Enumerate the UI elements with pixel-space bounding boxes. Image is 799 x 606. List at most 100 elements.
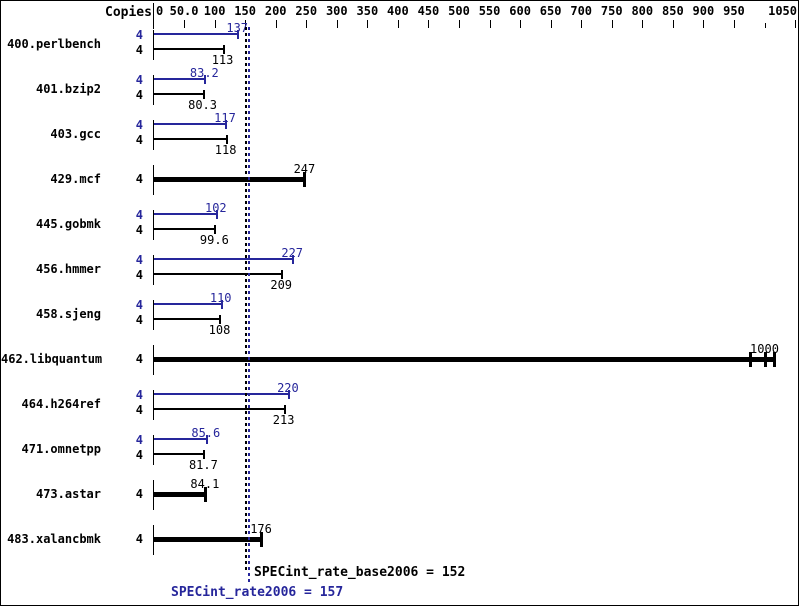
base-value-label: 113 <box>211 53 234 67</box>
axis-tick-label: 0 <box>156 4 164 18</box>
copies-value-base: 4 <box>135 88 143 102</box>
axis-tick <box>703 20 704 28</box>
merged-bar-end-marker <box>204 487 207 502</box>
copies-value-base: 4 <box>135 268 143 282</box>
copies-value-base: 4 <box>135 133 143 147</box>
peak-value-label: 117 <box>214 111 236 125</box>
peak-value-label: 220 <box>277 381 299 395</box>
base-result-label: SPECint_rate_base2006 = 152 <box>254 565 466 580</box>
x-axis: 0 50.0 100 150 200 250 300 350 400 450 500 550 600 65… <box>1 1 798 31</box>
copies-value-peak: 4 <box>135 208 143 222</box>
base-bar <box>154 93 203 95</box>
base-bar-end-marker <box>214 225 216 234</box>
base-bar <box>154 408 284 410</box>
axis-tick-label: 300 <box>325 4 348 18</box>
axis-tick <box>459 20 460 28</box>
axis-tick-label: 50.0 <box>169 4 199 18</box>
base-bar-end-marker <box>219 315 221 324</box>
row-baseline-tick <box>153 210 154 240</box>
peak-reference-line <box>248 27 250 584</box>
benchmark-label: 429.mcf <box>50 172 101 186</box>
copies-value-base: 4 <box>135 223 143 237</box>
benchmark-label: 401.bzip2 <box>35 82 101 96</box>
row-baseline-tick <box>153 165 154 195</box>
peak-bar-end-marker <box>288 390 290 399</box>
base-bar-end-marker <box>281 270 283 279</box>
merged-bar-end-marker <box>303 172 306 187</box>
copies-value-peak: 4 <box>135 433 143 447</box>
row-baseline-tick <box>153 345 154 375</box>
axis-tick-label: 250 <box>295 4 318 18</box>
base-value-label: 99.6 <box>199 233 229 247</box>
base-value-label: 176 <box>250 522 272 536</box>
base-bar-end-marker <box>203 90 205 99</box>
merged-bar-end-marker <box>773 352 776 367</box>
peak-bar-end-marker <box>292 255 294 264</box>
copies-value-base: 4 <box>135 43 143 57</box>
base-value-label: 108 <box>208 323 231 337</box>
peak-bar <box>154 258 293 260</box>
base-reference-line <box>245 27 247 573</box>
axis-tick-label: 750 <box>600 4 623 18</box>
peak-bar <box>154 303 221 305</box>
copies-value-base: 4 <box>135 313 143 327</box>
peak-bar-end-marker <box>206 435 208 444</box>
axis-tick <box>520 20 521 28</box>
copies-column-header: Copies <box>105 5 152 20</box>
base-bar <box>154 48 223 50</box>
copies-value-peak: 4 <box>135 118 143 132</box>
benchmark-label: 403.gcc <box>50 127 101 141</box>
axis-tick-label: 200 <box>264 4 287 18</box>
benchmark-row: 403.gcc 4 4 117 118 <box>1 111 798 158</box>
copies-value: 4 <box>135 352 143 366</box>
axis-tick-label: 600 <box>509 4 531 18</box>
copies-value-peak: 4 <box>135 28 143 42</box>
axis-tick <box>734 20 735 28</box>
axis-tick <box>581 20 582 28</box>
row-baseline-tick <box>153 255 154 285</box>
row-baseline-tick <box>153 525 154 555</box>
copies-value: 4 <box>135 487 143 501</box>
merged-bar <box>154 492 205 497</box>
base-value-label: 118 <box>214 143 237 157</box>
row-baseline-tick <box>153 120 154 150</box>
base-bar <box>154 138 226 140</box>
row-baseline-tick <box>153 75 154 105</box>
base-bar <box>154 273 282 275</box>
peak-value-label: 137 <box>226 21 249 35</box>
row-baseline-tick <box>153 390 154 420</box>
base-value-label: 1000 <box>750 342 779 356</box>
axis-tick <box>276 20 277 28</box>
copies-value-peak: 4 <box>135 253 143 267</box>
benchmark-label: 400.perlbench <box>7 37 101 51</box>
benchmark-label: 456.hmmer <box>35 262 101 276</box>
benchmark-row: 473.astar 4 84.1 <box>1 473 798 518</box>
copies-value-base: 4 <box>135 403 143 417</box>
copies-value-peak: 4 <box>135 73 143 87</box>
axis-tick <box>612 20 613 28</box>
base-bar <box>154 318 220 320</box>
axis-tick-label: 850 <box>662 4 684 18</box>
axis-tick-label: 350 <box>356 4 379 18</box>
axis-tick-label: 650 <box>539 4 562 18</box>
base-value-label: 80.3 <box>188 98 218 112</box>
axis-tick <box>398 20 399 28</box>
axis-tick <box>245 20 246 28</box>
axis-tick-label: 450 <box>417 4 440 18</box>
merged-bar-end-marker <box>764 352 767 367</box>
benchmark-row: 462.libquantum 4 1000 <box>1 338 798 383</box>
base-bar-end-marker <box>226 135 228 144</box>
axis-tick-label: 700 <box>570 4 593 18</box>
copies-value-peak: 4 <box>135 298 143 312</box>
benchmark-row: 456.hmmer 4 4 227 209 <box>1 246 798 293</box>
axis-tick-label: 100 <box>203 4 226 18</box>
peak-value-label: 227 <box>281 246 304 260</box>
axis-tick <box>367 20 368 28</box>
peak-value-label: 83.2 <box>189 66 219 80</box>
base-bar-end-marker <box>203 450 205 459</box>
peak-value-label: 85.6 <box>191 426 221 440</box>
merged-bar-end-marker <box>260 532 263 547</box>
benchmark-row: 445.gobmk 4 4 102 99.6 <box>1 201 798 248</box>
benchmark-row: 458.sjeng 4 4 110 108 <box>1 291 798 338</box>
